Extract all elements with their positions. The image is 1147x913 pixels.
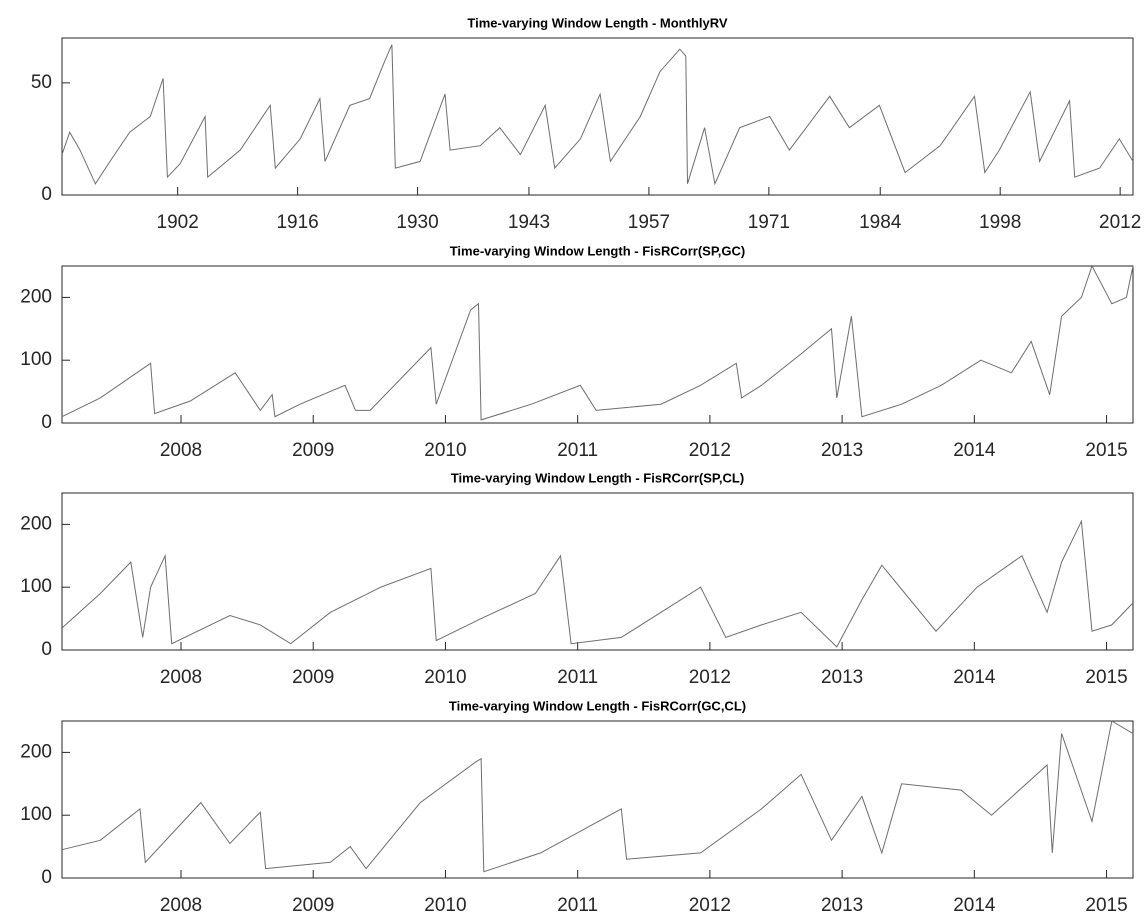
y-tick-label: 0 bbox=[41, 412, 52, 433]
axes-box bbox=[61, 720, 1134, 879]
x-tick-label: 2008 bbox=[160, 440, 202, 461]
x-tick-label: 1902 bbox=[157, 212, 199, 233]
x-tick-label: 2014 bbox=[953, 895, 996, 913]
x-tick-label: 1930 bbox=[396, 212, 438, 233]
chart-title: Time-varying Window Length - FisRCorr(SP… bbox=[451, 470, 744, 485]
data-line bbox=[61, 519, 1134, 648]
chart-title: Time-varying Window Length - MonthlyRV bbox=[467, 15, 727, 30]
x-tick-label: 2008 bbox=[160, 895, 202, 913]
y-tick-label: 100 bbox=[20, 576, 52, 597]
x-tick-label: 1916 bbox=[276, 212, 318, 233]
axes-box bbox=[61, 492, 1134, 651]
y-tick-label: 200 bbox=[20, 741, 52, 762]
x-tick-label: 2014 bbox=[953, 440, 996, 461]
x-tick-label: 2009 bbox=[292, 440, 334, 461]
x-tick-label: 2013 bbox=[821, 440, 863, 461]
chart-title: Time-varying Window Length - FisRCorr(GC… bbox=[449, 698, 746, 713]
x-tick-label: 2010 bbox=[424, 667, 466, 688]
data-line bbox=[61, 44, 1134, 186]
y-tick-label: 0 bbox=[41, 867, 52, 888]
x-tick-label: 2014 bbox=[953, 667, 996, 688]
y-tick-label: 100 bbox=[20, 349, 52, 370]
x-tick-label: 2010 bbox=[424, 895, 466, 913]
data-line bbox=[61, 264, 1134, 421]
x-tick-label: 2011 bbox=[557, 440, 598, 461]
x-tick-label: 2015 bbox=[1085, 667, 1127, 688]
x-tick-label: 2009 bbox=[292, 667, 334, 688]
x-tick-label: 1984 bbox=[859, 212, 902, 233]
x-tick-label: 2011 bbox=[557, 895, 598, 913]
axes-box bbox=[61, 265, 1134, 424]
x-tick-label: 1971 bbox=[748, 212, 790, 233]
x-tick-label: 2010 bbox=[424, 440, 466, 461]
x-tick-label: 1943 bbox=[508, 212, 550, 233]
x-tick-label: 2011 bbox=[557, 667, 598, 688]
x-tick-label: 2012 bbox=[689, 895, 731, 913]
x-tick-label: 1998 bbox=[979, 212, 1021, 233]
y-tick-label: 200 bbox=[20, 286, 52, 307]
x-tick-label: 2013 bbox=[821, 895, 863, 913]
chart-title: Time-varying Window Length - FisRCorr(SP… bbox=[450, 243, 746, 258]
x-tick-label: 2012 bbox=[1099, 212, 1141, 233]
x-tick-label: 2009 bbox=[292, 895, 334, 913]
y-tick-label: 0 bbox=[41, 639, 52, 660]
x-tick-label: 2015 bbox=[1085, 440, 1127, 461]
x-tick-label: 2012 bbox=[689, 440, 731, 461]
axes-box bbox=[61, 37, 1134, 196]
x-tick-label: 2013 bbox=[821, 667, 863, 688]
x-tick-label: 2015 bbox=[1085, 895, 1127, 913]
x-tick-label: 2012 bbox=[689, 667, 731, 688]
x-tick-label: 2008 bbox=[160, 667, 202, 688]
y-tick-label: 50 bbox=[31, 72, 52, 93]
data-line bbox=[61, 720, 1134, 873]
y-tick-label: 100 bbox=[20, 804, 52, 825]
x-tick-label: 1957 bbox=[628, 212, 670, 233]
y-tick-label: 0 bbox=[41, 184, 52, 205]
y-tick-label: 200 bbox=[20, 513, 52, 534]
